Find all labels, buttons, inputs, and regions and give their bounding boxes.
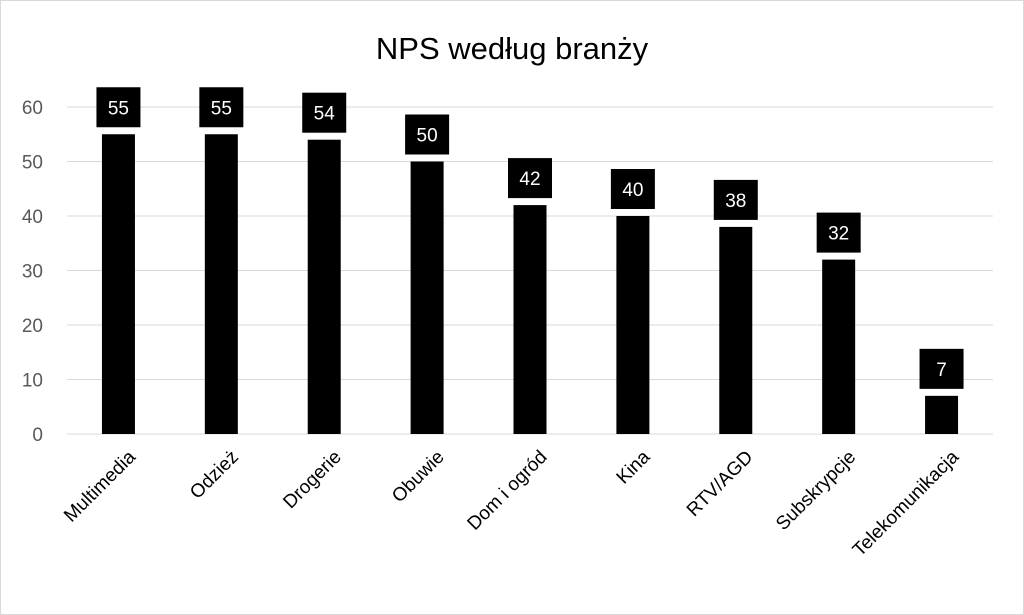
bar: [101, 134, 135, 434]
bar: [410, 161, 444, 434]
data-label: 50: [417, 126, 438, 147]
x-tick-label: Dom i ogród: [464, 447, 552, 535]
bar: [616, 216, 650, 434]
data-label-box: [302, 92, 347, 133]
y-tick-label: 40: [22, 207, 43, 228]
bar: [204, 134, 238, 434]
bar: [307, 139, 341, 434]
x-tick-label: RTV/AGD: [683, 447, 757, 521]
x-tick-label: Telekomunikacja: [849, 446, 963, 560]
y-tick-label: 20: [22, 316, 43, 337]
x-tick-label: Obuwie: [388, 447, 448, 507]
chart-title: NPS według branży: [375, 31, 649, 66]
y-tick-label: 30: [22, 262, 43, 283]
data-label-box: [96, 87, 141, 128]
data-label-box: [713, 179, 758, 220]
data-label: 42: [519, 169, 540, 190]
x-tick-label: Kina: [613, 446, 655, 488]
x-tick-label: Drogerie: [279, 447, 345, 513]
data-label: 55: [108, 98, 129, 119]
y-tick-label: 0: [32, 425, 43, 446]
data-label: 38: [725, 191, 746, 212]
bar: [513, 205, 547, 434]
data-label-box: [610, 169, 655, 209]
data-label-box: [199, 87, 244, 128]
data-label-box: [919, 348, 964, 389]
data-label: 32: [828, 224, 849, 245]
bar: [822, 259, 856, 434]
data-label: 55: [211, 98, 232, 119]
bar: [719, 226, 753, 434]
data-label: 54: [314, 104, 336, 125]
y-tick-label: 10: [22, 371, 43, 392]
x-tick-label: Multimedia: [60, 446, 140, 526]
y-tick-label: 60: [22, 98, 43, 119]
x-tick-label: Odzież: [186, 447, 243, 504]
bar: [925, 395, 959, 434]
data-label: 7: [936, 360, 947, 381]
data-label-box: [405, 114, 450, 155]
y-tick-label: 50: [22, 153, 43, 174]
data-label-box: [816, 212, 861, 253]
data-label-box: [508, 158, 552, 199]
x-tick-label: Subskrypcje: [772, 447, 860, 535]
data-label: 40: [622, 180, 643, 201]
